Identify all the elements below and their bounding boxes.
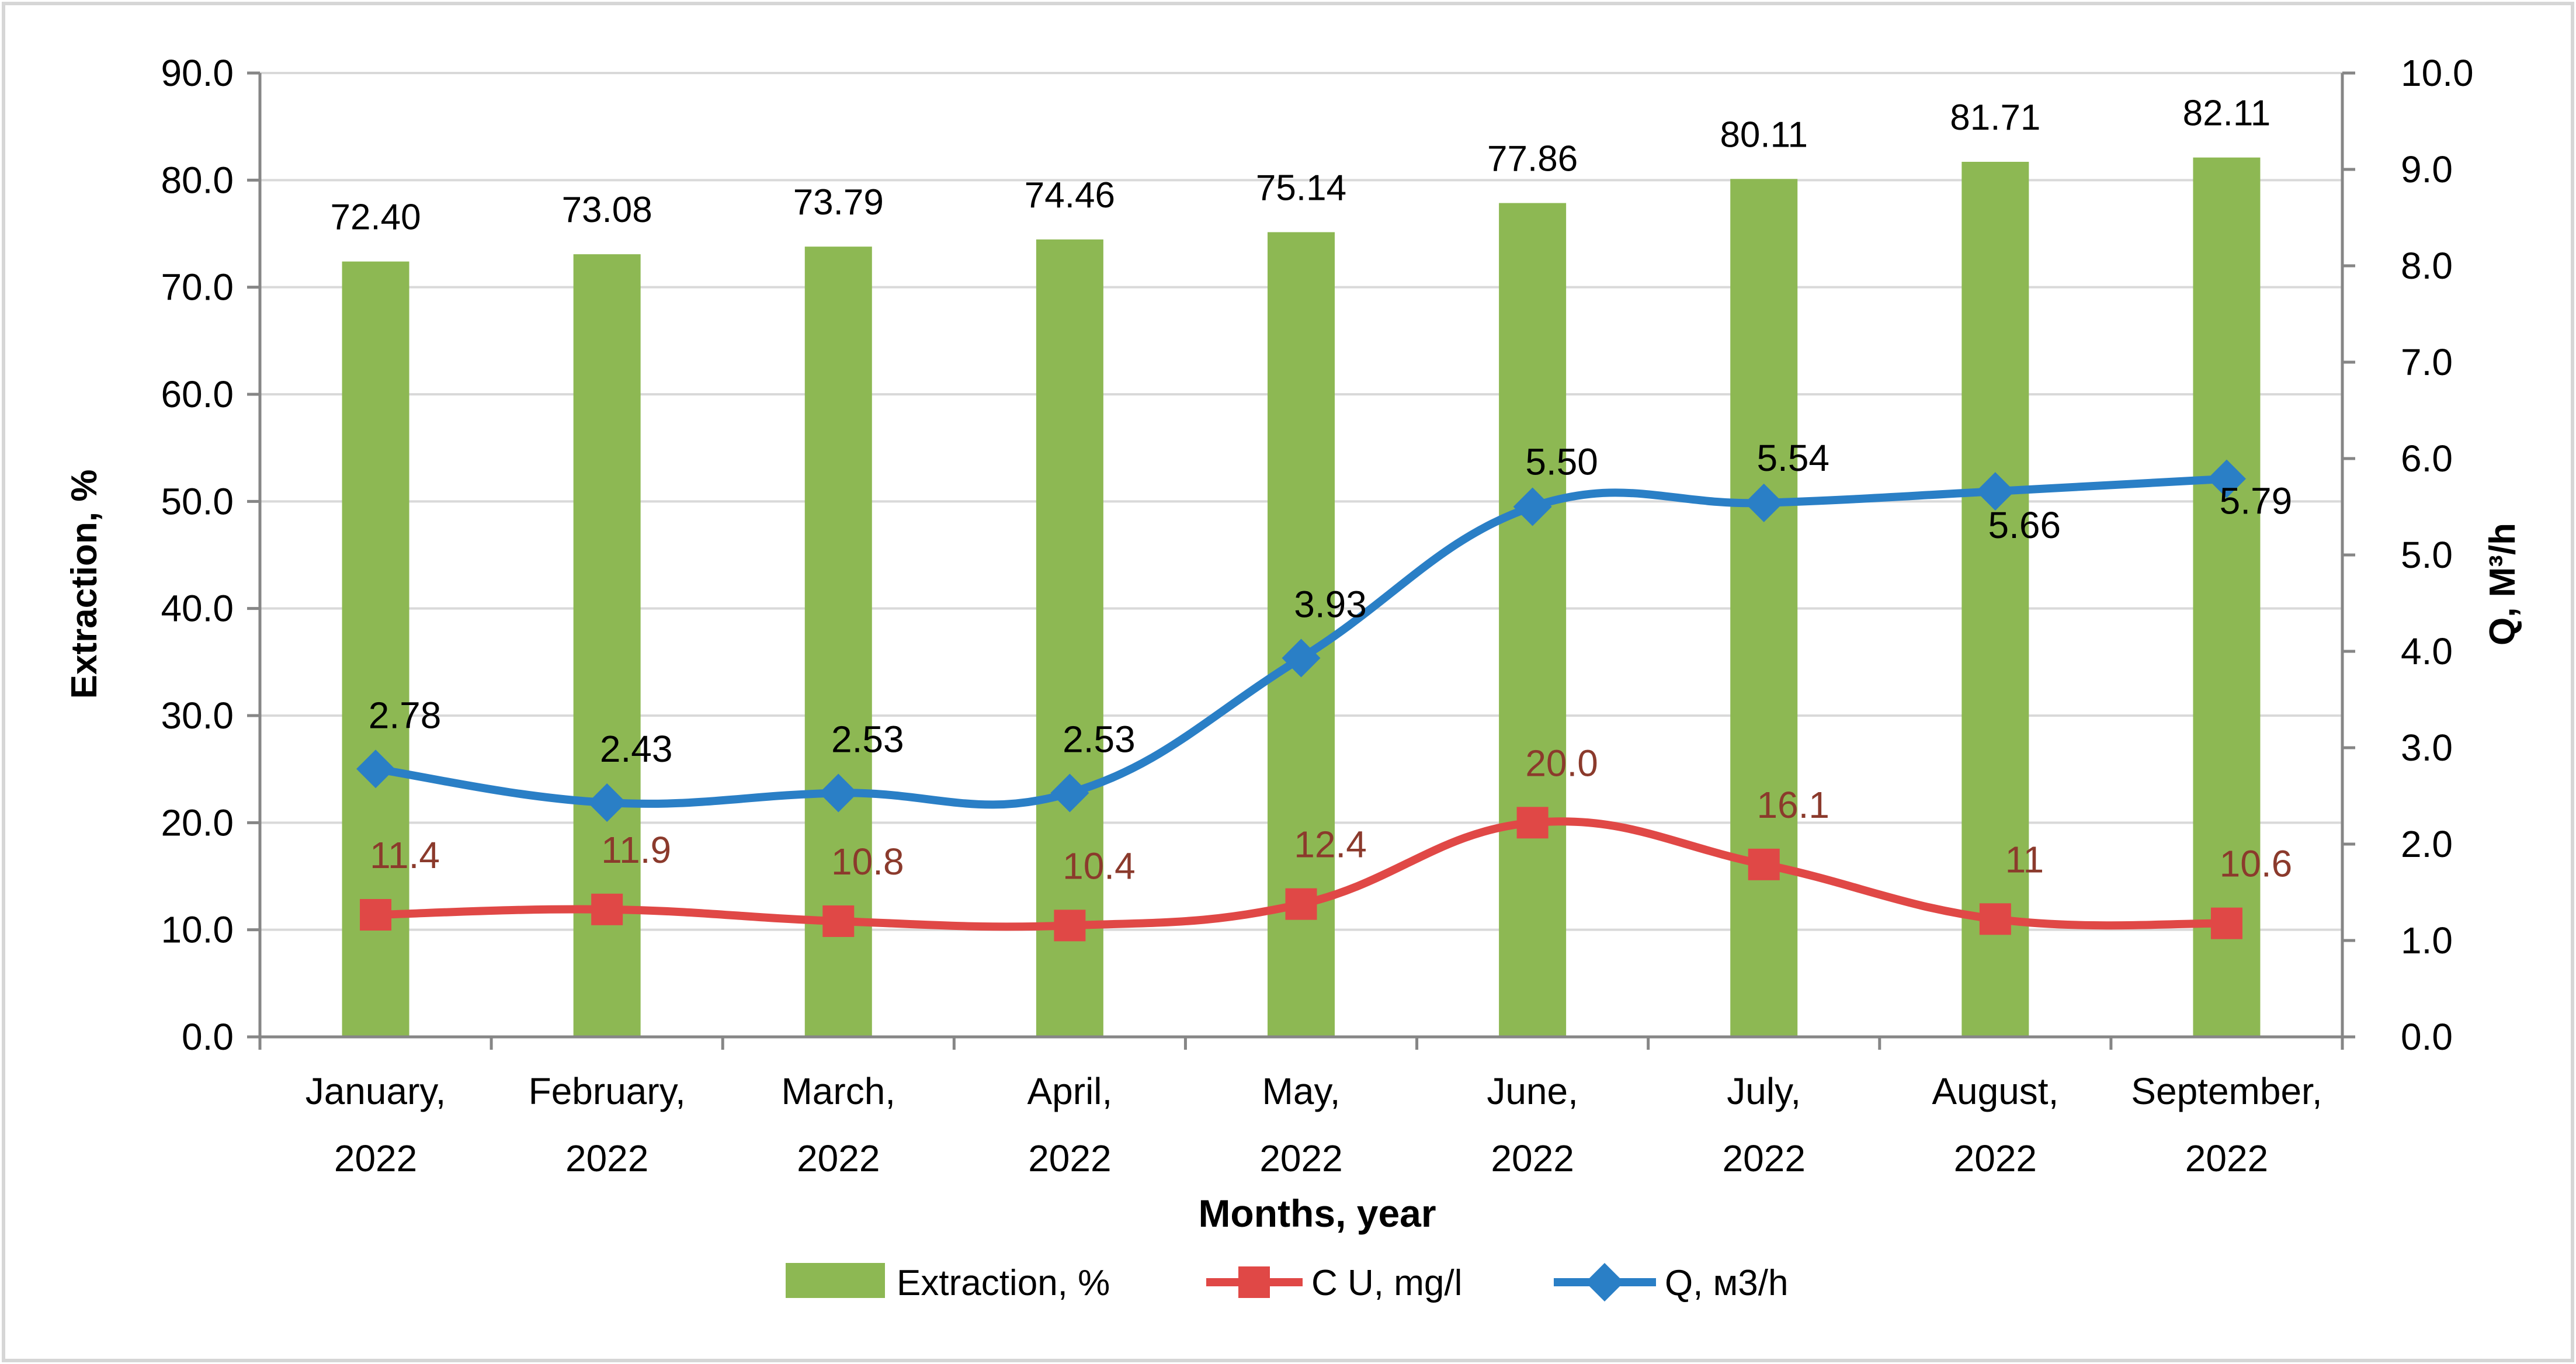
x-tick-label: August, 2022 [1932,1070,2058,1179]
legend-label-extraction: Extraction, % [897,1263,1110,1303]
y-tick-label-left: 20.0 [161,801,234,844]
y-axis-label-left: Extraction, % [64,470,105,699]
bar-value-label: 73.08 [562,190,652,230]
y-tick-label-right: 4.0 [2401,630,2453,672]
line-series [356,459,2246,942]
y-tick-label-right: 5.0 [2401,534,2453,576]
y-tick-label-left: 10.0 [161,909,234,951]
y-axis-label-right: Q, M³/h [2483,523,2523,645]
y-tick-label-left: 0.0 [182,1016,234,1058]
y-tick-label-left: 70.0 [161,266,234,308]
point-q [2207,459,2246,498]
bar-value-label: 74.46 [1025,175,1115,216]
cu-value-label: 10.6 [2220,843,2293,885]
legend-label-cu: C U, mg/l [1311,1263,1462,1303]
point-cu [1748,848,1780,880]
y-tick-label-right: 0.0 [2401,1016,2453,1058]
bar-extraction [1730,179,1798,1037]
point-cu [591,893,623,925]
point-cu [1516,807,1549,839]
bar-extraction [1499,203,1567,1037]
y-tick-label-left: 40.0 [161,588,234,630]
cu-value-label: 10.8 [831,841,904,883]
x-axis-label: Months, year [1198,1192,1436,1235]
legend-swatch-q-marker [1585,1263,1624,1301]
y-tick-label-right: 8.0 [2401,245,2453,287]
y-tick-label-right: 3.0 [2401,727,2453,769]
point-cu [822,905,855,937]
bar-series-extraction [342,157,2261,1037]
y-tick-label-right: 2.0 [2401,823,2453,865]
bar-value-label: 77.86 [1487,139,1578,179]
x-tick-label: July, 2022 [1723,1070,1806,1179]
x-tick-label: June, 2022 [1487,1070,1578,1179]
q-value-label: 5.79 [2220,480,2293,522]
cu-value-label: 16.1 [1756,784,1829,826]
point-cu [2210,907,2242,939]
q-value-label: 5.50 [1525,441,1598,483]
y-tick-label-right: 6.0 [2401,438,2453,480]
x-tick-label: January, 2022 [305,1070,446,1179]
bar-value-label: 72.40 [330,197,421,238]
axes: 0.0 10.0 20.0 30.0 40.0 50.0 60.0 70.0 80.0 90.0 0… [161,52,2473,1179]
y-tick-label-left: 60.0 [161,373,234,415]
q-value-label: 5.54 [1756,437,1829,479]
q-value-label: 2.53 [1063,719,1136,761]
bar-value-label: 75.14 [1256,168,1346,208]
bar-extraction [2193,157,2261,1037]
y-tick-label-left: 50.0 [161,480,234,522]
cu-value-label: 11.4 [370,834,440,876]
q-value-label: 2.43 [600,728,673,770]
x-tick-label: February, 2022 [529,1070,686,1179]
point-cu [360,899,392,931]
cu-value-label: 11.9 [601,829,671,871]
point-cu [1979,903,2011,935]
point-q [1744,483,1783,522]
x-tick-label: March, 2022 [781,1070,895,1179]
bar-value-label: 73.79 [793,182,884,223]
bar-extraction [804,247,872,1037]
point-q [1050,773,1089,813]
bar-value-label: 82.11 [2183,93,2271,134]
x-tick-label: April, 2022 [1027,1070,1112,1179]
cu-value-label: 12.4 [1294,824,1367,866]
q-value-label: 2.78 [369,694,442,736]
bar-extraction [1036,239,1103,1037]
legend-label-q: Q, м3/h [1665,1263,1789,1303]
legend: Extraction, % C U, mg/l Q, м3/h [786,1263,1789,1303]
point-q [356,749,395,789]
data-labels: 72.40 73.08 73.79 74.46 75.14 77.86 80.11 81.71… [330,93,2292,887]
point-q [1976,472,2015,511]
point-q [1513,487,1552,526]
point-q [819,773,858,813]
y-tick-label-left: 80.0 [161,159,234,201]
q-value-label: 5.66 [1988,504,2061,546]
bar-value-label: 81.71 [1950,98,2040,138]
legend-swatch-extraction [786,1263,885,1298]
y-tick-label-right: 10.0 [2401,52,2474,94]
y-tick-label-right: 7.0 [2401,341,2453,383]
y-tick-label-right: 9.0 [2401,148,2453,190]
y-tick-label-left: 30.0 [161,695,234,737]
q-value-label: 2.53 [831,719,904,761]
y-tick-label-right: 1.0 [2401,919,2453,962]
point-cu [1285,888,1317,920]
y-tick-label-left: 90.0 [161,52,234,94]
q-value-label: 3.93 [1294,584,1367,626]
x-tick-label: September, 2022 [2131,1070,2322,1179]
point-q [588,783,627,822]
bar-extraction [1961,161,2029,1037]
point-cu [1054,910,1086,942]
cu-value-label: 20.0 [1525,742,1598,784]
bar-value-label: 80.11 [1720,114,1808,155]
point-q [1282,638,1321,678]
cu-value-label: 11 [2005,838,2044,880]
cu-value-label: 10.4 [1063,845,1136,887]
legend-swatch-cu-marker [1238,1266,1270,1298]
x-tick-label: May, 2022 [1259,1070,1342,1179]
